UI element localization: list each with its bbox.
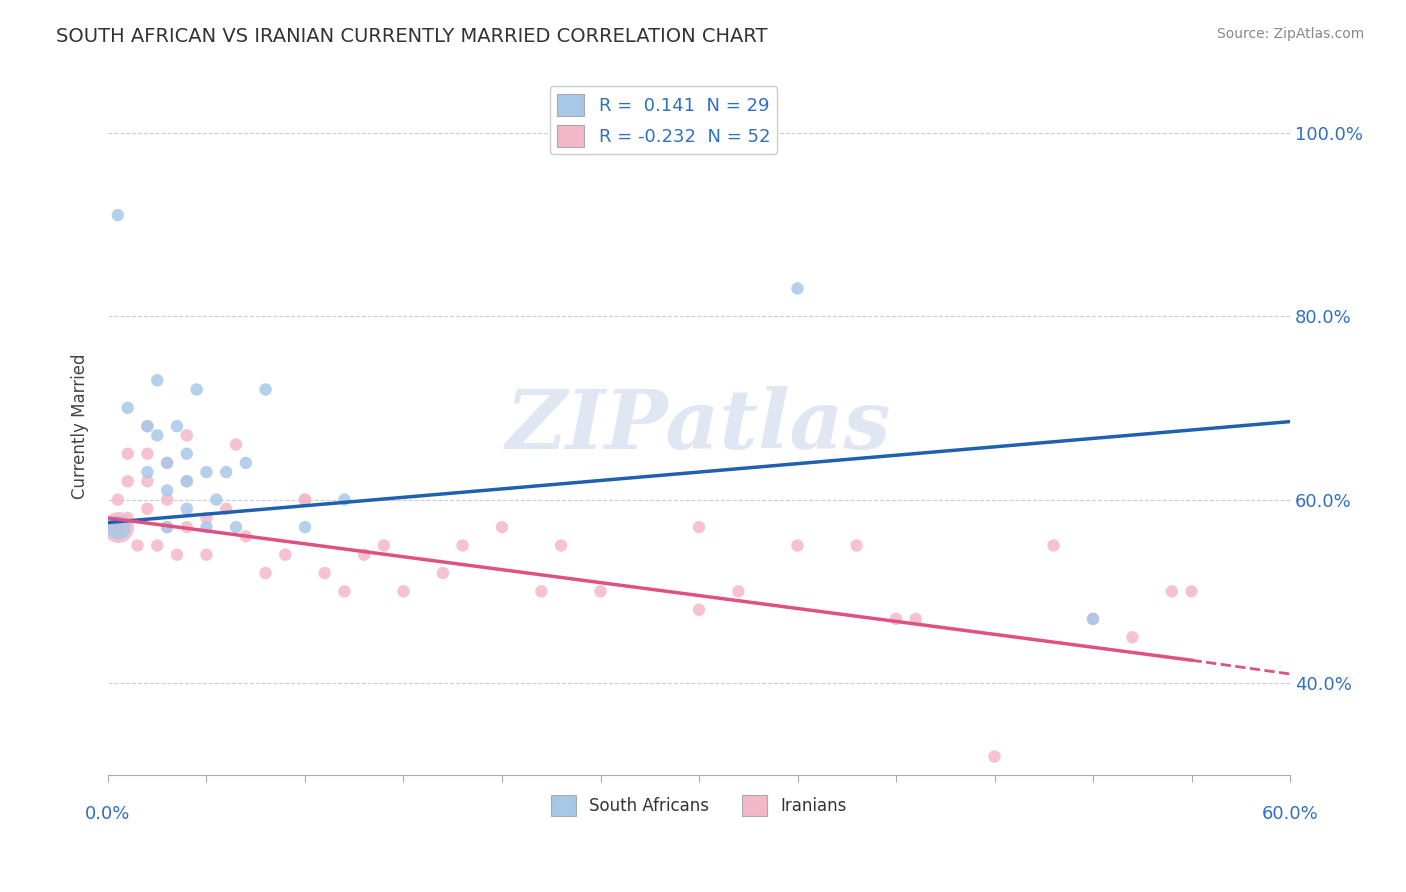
Point bbox=[215, 465, 238, 479]
Point bbox=[530, 584, 553, 599]
Point bbox=[1081, 612, 1104, 626]
Point bbox=[904, 612, 927, 626]
Point bbox=[491, 520, 513, 534]
Point bbox=[195, 465, 218, 479]
Point bbox=[117, 511, 139, 525]
Point bbox=[451, 539, 474, 553]
Point bbox=[1160, 584, 1182, 599]
Point bbox=[550, 539, 572, 553]
Point bbox=[1121, 630, 1143, 644]
Point bbox=[107, 520, 129, 534]
Point bbox=[333, 584, 356, 599]
Point bbox=[1042, 539, 1064, 553]
Point bbox=[107, 208, 129, 222]
Point bbox=[146, 428, 169, 442]
Point bbox=[186, 383, 208, 397]
Point bbox=[688, 520, 710, 534]
Point bbox=[727, 584, 749, 599]
Point bbox=[156, 492, 179, 507]
Point bbox=[117, 401, 139, 415]
Point bbox=[1081, 612, 1104, 626]
Point bbox=[156, 520, 179, 534]
Point bbox=[136, 419, 159, 434]
Point bbox=[432, 566, 454, 580]
Point bbox=[983, 749, 1005, 764]
Point bbox=[205, 492, 228, 507]
Point bbox=[156, 456, 179, 470]
Point bbox=[225, 520, 247, 534]
Point bbox=[107, 520, 129, 534]
Point bbox=[1180, 584, 1202, 599]
Y-axis label: Currently Married: Currently Married bbox=[72, 353, 89, 499]
Point bbox=[166, 419, 188, 434]
Point bbox=[136, 447, 159, 461]
Point bbox=[136, 419, 159, 434]
Text: SOUTH AFRICAN VS IRANIAN CURRENTLY MARRIED CORRELATION CHART: SOUTH AFRICAN VS IRANIAN CURRENTLY MARRI… bbox=[56, 27, 768, 45]
Point bbox=[195, 548, 218, 562]
Point bbox=[1239, 786, 1261, 800]
Point bbox=[176, 520, 198, 534]
Point bbox=[314, 566, 336, 580]
Point bbox=[195, 520, 218, 534]
Point bbox=[146, 539, 169, 553]
Point bbox=[786, 539, 808, 553]
Point bbox=[176, 475, 198, 489]
Point bbox=[353, 548, 375, 562]
Text: ZIPatlas: ZIPatlas bbox=[506, 386, 891, 467]
Point bbox=[294, 492, 316, 507]
Point bbox=[373, 539, 395, 553]
Point bbox=[254, 383, 277, 397]
Point bbox=[136, 465, 159, 479]
Point bbox=[195, 511, 218, 525]
Text: 60.0%: 60.0% bbox=[1261, 805, 1319, 823]
Point bbox=[294, 520, 316, 534]
Point bbox=[225, 437, 247, 451]
Point bbox=[235, 529, 257, 543]
Point bbox=[688, 603, 710, 617]
Point bbox=[166, 548, 188, 562]
Point bbox=[235, 456, 257, 470]
Point bbox=[156, 456, 179, 470]
Point bbox=[786, 281, 808, 295]
Text: 0.0%: 0.0% bbox=[86, 805, 131, 823]
Point bbox=[176, 501, 198, 516]
Point bbox=[107, 492, 129, 507]
Point bbox=[136, 501, 159, 516]
Point bbox=[884, 612, 907, 626]
Point bbox=[392, 584, 415, 599]
Point bbox=[136, 475, 159, 489]
Point bbox=[117, 475, 139, 489]
Legend: South Africans, Iranians: South Africans, Iranians bbox=[544, 789, 853, 822]
Point bbox=[117, 447, 139, 461]
Point bbox=[589, 584, 612, 599]
Point bbox=[254, 566, 277, 580]
Point bbox=[294, 492, 316, 507]
Point bbox=[333, 492, 356, 507]
Point bbox=[176, 447, 198, 461]
Point bbox=[156, 483, 179, 498]
Point bbox=[107, 520, 129, 534]
Text: Source: ZipAtlas.com: Source: ZipAtlas.com bbox=[1216, 27, 1364, 41]
Point bbox=[274, 548, 297, 562]
Point bbox=[215, 501, 238, 516]
Point bbox=[176, 428, 198, 442]
Point bbox=[146, 373, 169, 387]
Point bbox=[127, 539, 149, 553]
Point bbox=[845, 539, 868, 553]
Point bbox=[156, 520, 179, 534]
Point bbox=[176, 475, 198, 489]
